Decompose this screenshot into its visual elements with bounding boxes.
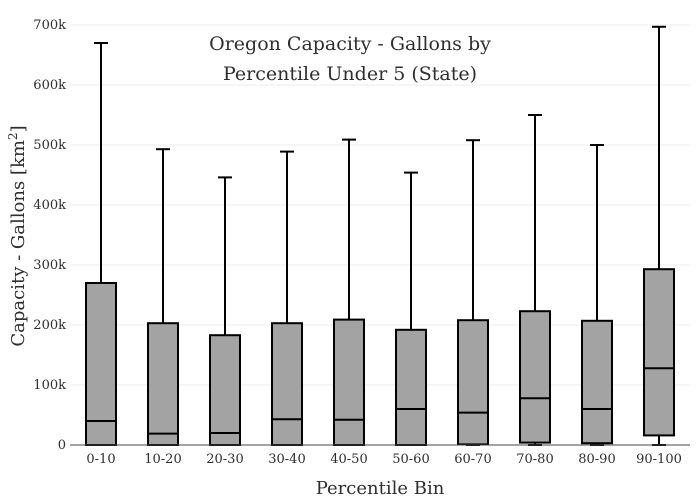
x-tick-label: 30-40 (268, 452, 305, 467)
box-10-20 (147, 148, 179, 447)
y-axis-title-superscript: 2 (6, 132, 20, 140)
y-tick-label: 0 (58, 438, 66, 453)
x-tick-label: 70-80 (516, 452, 553, 467)
y-tick-label: 200k (33, 318, 66, 333)
x-tick-label: 10-20 (144, 452, 181, 467)
y-tick-label: 600k (33, 78, 66, 93)
x-tick-label: 50-60 (392, 452, 429, 467)
x-tick-label: 90-100 (636, 452, 682, 467)
y-axis-title-main: Capacity - Gallons [km (8, 140, 29, 347)
y-tick-label: 500k (33, 138, 66, 153)
y-axis-title-suffix: ] (8, 125, 29, 132)
x-tick-label: 60-70 (454, 452, 491, 467)
y-tick-label: 400k (33, 198, 66, 213)
box-body (209, 334, 241, 447)
box-80-90 (581, 144, 613, 446)
box-90-100 (643, 25, 675, 446)
x-tick-label: 40-50 (330, 452, 367, 467)
box-body (581, 319, 613, 445)
box-50-60 (395, 171, 427, 446)
x-tick-label: 80-90 (578, 452, 615, 467)
chart-title-line-2: Percentile Under 5 (State) (223, 63, 477, 85)
box-body (147, 322, 179, 447)
box-body (333, 318, 365, 447)
box-40-50 (333, 138, 365, 447)
box-body (519, 310, 551, 444)
y-tick-label: 100k (33, 378, 66, 393)
box-body (85, 282, 117, 446)
box-20-30 (209, 176, 241, 447)
x-tick-label: 20-30 (206, 452, 243, 467)
chart-title-line-1: Oregon Capacity - Gallons by (209, 33, 491, 55)
box-body (395, 328, 427, 446)
box-body (643, 268, 675, 437)
box-0-10 (85, 42, 117, 446)
y-tick-label: 700k (33, 18, 66, 33)
y-tick-label: 300k (33, 258, 66, 273)
y-axis-ticks: 0 100k 200k 300k 400k 500k 600k 700k (33, 18, 66, 453)
box-series (85, 25, 675, 447)
x-axis-title: Percentile Bin (316, 478, 445, 499)
y-axis-title: Capacity - Gallons [km2] (6, 125, 29, 346)
box-70-80 (519, 114, 551, 446)
box-body (457, 319, 489, 446)
box-body (271, 322, 303, 447)
box-30-40 (271, 150, 303, 447)
x-axis-ticks: 0-10 10-20 20-30 30-40 40-50 50-60 60-70 70-80 8… (86, 452, 681, 467)
x-tick-label: 0-10 (86, 452, 115, 467)
box-60-70 (457, 139, 489, 446)
